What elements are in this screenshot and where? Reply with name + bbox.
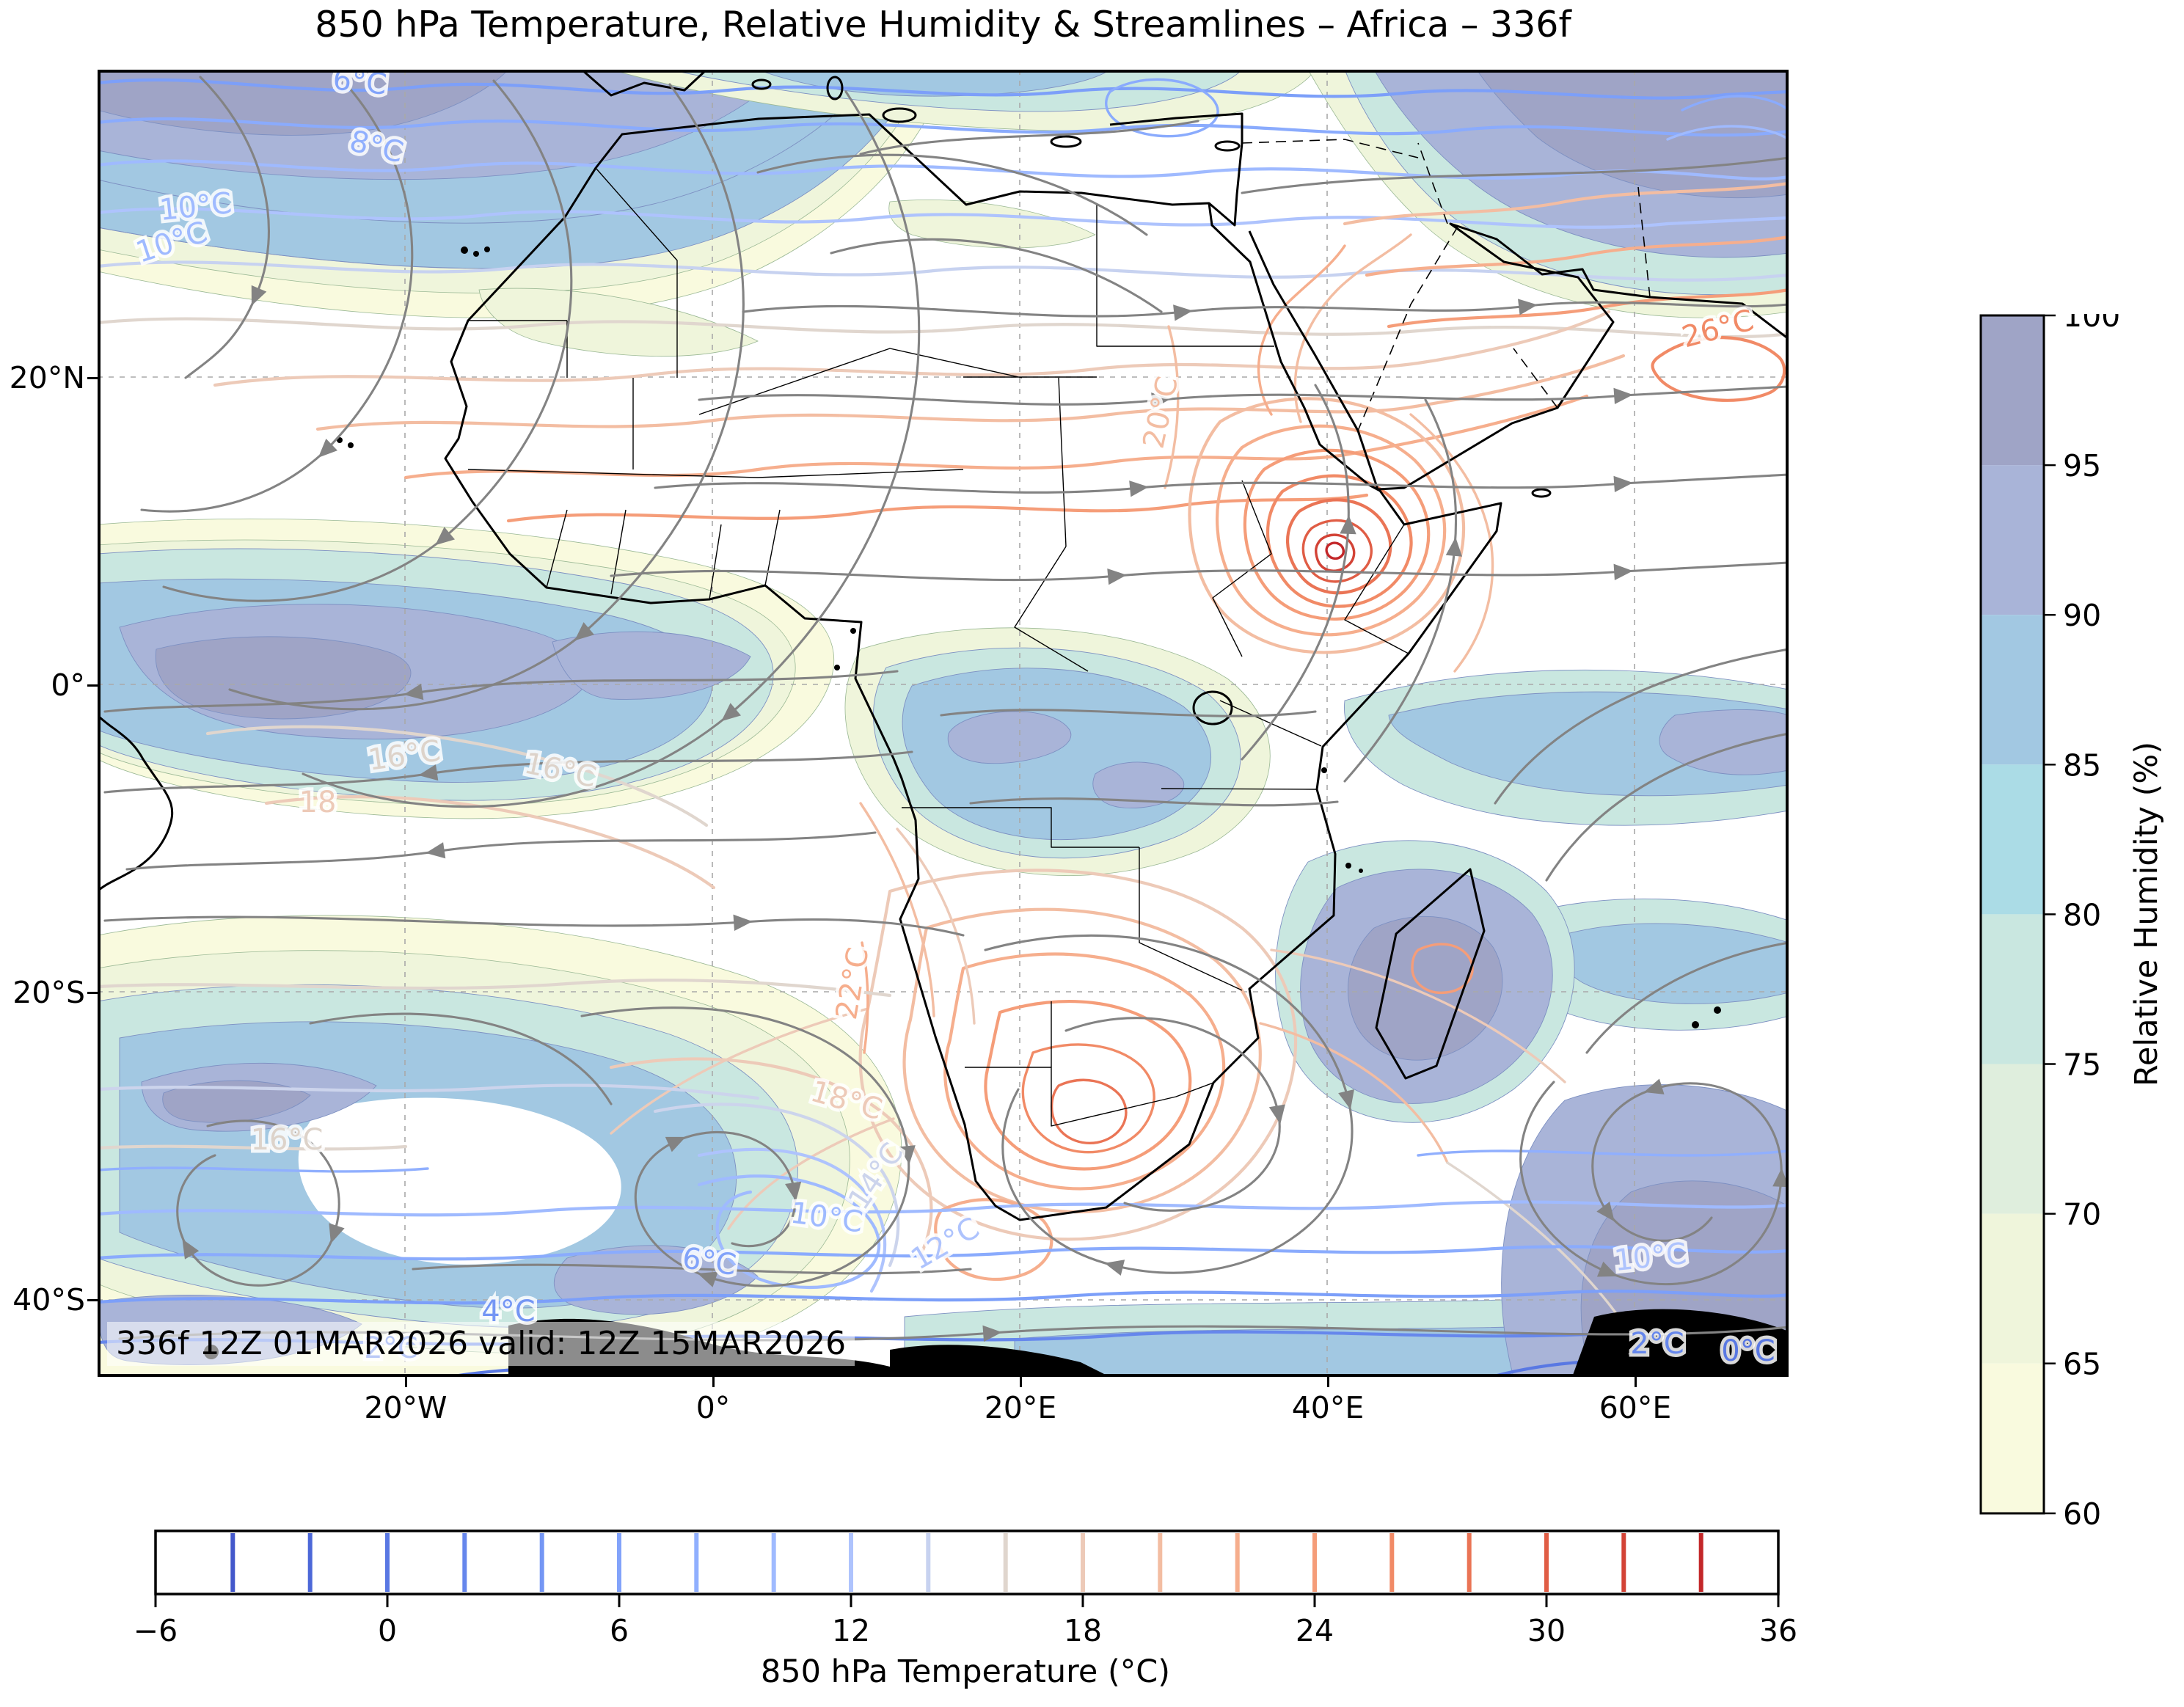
x-tickmark (405, 1377, 407, 1387)
forecast-stamp: 336f 12Z 01MAR2026 valid: 12Z 15MAR2026 (107, 1322, 855, 1366)
humidity-colorbar-segments (1981, 315, 2044, 1513)
temperature-level-lines (230, 1533, 1703, 1592)
temp-tick-30: 30 (1527, 1613, 1566, 1648)
rh-tick-90: 90 (2063, 598, 2101, 633)
temperature-colorbar-tickmarks (154, 1594, 1780, 1607)
rh-segment-65-70 (1981, 1213, 2044, 1364)
temp-tick-0: 0 (377, 1613, 398, 1648)
temp-tick-12: 12 (831, 1613, 871, 1648)
rh-segment-95-100 (1981, 315, 2044, 466)
map-plot: 6°C 8°C 10°C 10°C 16°C 16°C 18 20°C 22°C… (95, 59, 1791, 1379)
map-panel: 6°C 8°C 10°C 10°C 16°C 16°C 18 20°C 22°C… (95, 59, 1791, 1379)
humidity-colorbar: 100 95 90 85 80 75 70 65 60 Relative Hum… (1979, 299, 2183, 1549)
temp-tick-18: 18 (1063, 1613, 1103, 1648)
temperature-colorbar-label: 850 hPa Temperature (°C) (760, 1653, 1171, 1690)
y-tick-40S: 40°S (12, 1282, 85, 1317)
humidity-colorbar-tickmarks (2044, 314, 2056, 1515)
x-tickmark (1020, 1377, 1022, 1387)
rh-segment-80-85 (1981, 764, 2044, 915)
x-tick-60E: 60°E (1599, 1390, 1672, 1425)
contour-label: 6°C (331, 70, 388, 102)
x-tick-40E: 40°E (1291, 1390, 1365, 1425)
rh-tick-80: 80 (2063, 897, 2101, 932)
page-title: 850 hPa Temperature, Relative Humidity &… (315, 4, 1571, 45)
temp-tick-36: 36 (1758, 1613, 1798, 1648)
y-tick-20N: 20°N (9, 360, 85, 395)
rh-tick-60: 60 (2063, 1496, 2101, 1532)
x-tickmark (712, 1377, 715, 1387)
temperature-colorbar (154, 1529, 1780, 1613)
temperature-contour-layer (95, 78, 1791, 1379)
x-tick-20E: 20°E (984, 1390, 1057, 1425)
y-tick-0: 0° (51, 668, 85, 703)
temp-tick-6: 6 (609, 1613, 629, 1648)
map-frame (98, 70, 1789, 1377)
rh-segment-85-90 (1981, 615, 2044, 765)
x-tickmark (1635, 1377, 1637, 1387)
contour-label: 16°C (251, 1123, 324, 1157)
country-border-layer (467, 139, 1651, 1127)
y-tickmark (87, 992, 98, 994)
temperature-colorbar-frame (154, 1529, 1780, 1595)
rh-tick-75: 75 (2063, 1048, 2101, 1083)
rh-segment-75-80 (1981, 914, 2044, 1064)
rh-segment-60-65 (1981, 1363, 2044, 1513)
rh-segment-70-75 (1981, 1064, 2044, 1214)
humidity-colorbar-ticklabels: 100 95 90 85 80 75 70 65 60 (2063, 299, 2120, 1532)
y-tickmark (87, 1299, 98, 1301)
y-tickmark (87, 684, 98, 687)
contour-label: 18 (299, 786, 337, 819)
rh-tick-100: 100 (2063, 314, 2120, 334)
rh-tick-95: 95 (2063, 448, 2101, 483)
x-tick-20W: 20°W (364, 1390, 448, 1425)
x-tickmark (1327, 1377, 1329, 1387)
rh-segment-90-95 (1981, 465, 2044, 615)
rh-tick-70: 70 (2063, 1197, 2101, 1232)
y-tickmark (87, 377, 98, 379)
humidity-colorbar-label: Relative Humidity (%) (2128, 742, 2165, 1086)
y-tick-20S: 20°S (12, 975, 85, 1010)
temp-tick-24: 24 (1295, 1613, 1334, 1648)
contour-label: 0°C (1721, 1334, 1775, 1368)
temp-tick--6: −6 (133, 1613, 178, 1648)
contour-label: 2°C (1630, 1327, 1684, 1361)
rh-tick-85: 85 (2063, 748, 2101, 783)
rh-tick-65: 65 (2063, 1347, 2101, 1382)
x-tick-0: 0° (695, 1390, 731, 1425)
streamline-layer (103, 76, 1790, 1342)
